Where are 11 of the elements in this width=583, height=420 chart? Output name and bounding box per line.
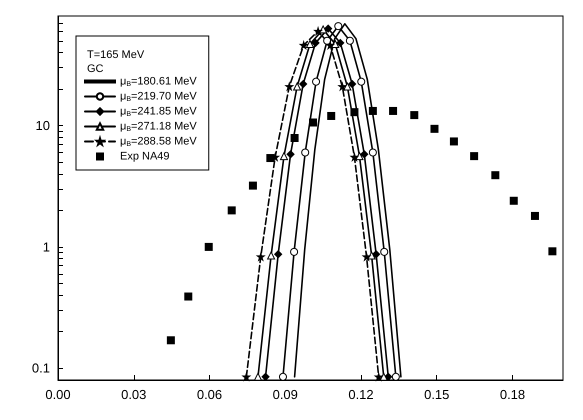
x-tick-label: 0.12 [348,387,374,402]
x-tick-label: 0.09 [272,387,298,402]
y-tick-label: 10 [36,118,50,134]
y-tick-label: 0.1 [32,360,50,376]
legend-label: Exp NA49 [120,150,170,162]
x-tick-label: 0.03 [121,387,146,402]
x-tick-label: 0.06 [196,387,222,402]
y-tick-label: 1 [42,239,50,254]
x-tick-label: 0.00 [45,387,71,402]
x-tick-label: 0.15 [424,387,450,402]
x-tick-label: 0.18 [500,387,526,402]
